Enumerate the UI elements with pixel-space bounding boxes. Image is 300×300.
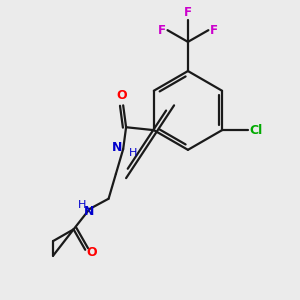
Text: N: N <box>112 141 122 154</box>
Text: F: F <box>184 5 192 19</box>
Text: H: H <box>78 200 86 210</box>
Text: Cl: Cl <box>250 124 263 136</box>
Text: H: H <box>129 148 137 158</box>
Text: F: F <box>158 24 166 37</box>
Text: N: N <box>84 206 94 218</box>
Text: O: O <box>116 89 127 102</box>
Text: F: F <box>210 24 218 37</box>
Text: O: O <box>87 246 97 259</box>
